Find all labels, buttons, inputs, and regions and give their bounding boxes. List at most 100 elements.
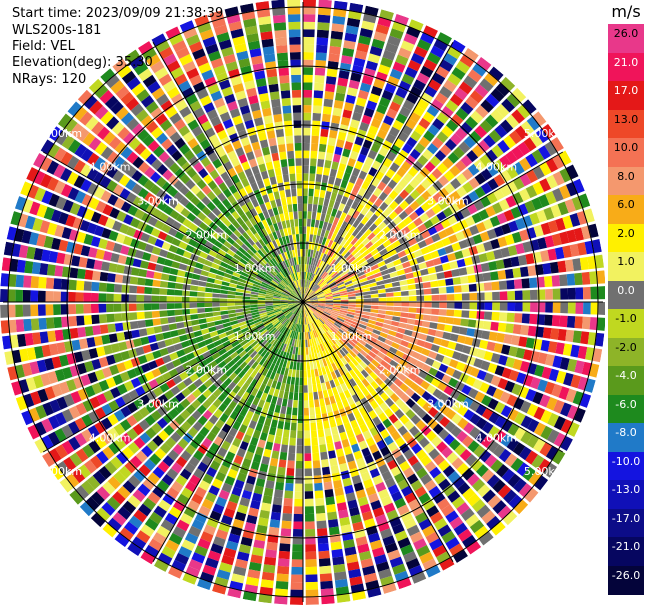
range-gate: [529, 277, 537, 288]
range-gate: [303, 82, 312, 90]
range-gate: [348, 296, 356, 299]
range-gate: [295, 226, 299, 234]
range-gate: [331, 403, 338, 412]
range-gate: [447, 302, 455, 309]
range-gate: [31, 318, 40, 330]
range-gate: [30, 290, 38, 302]
range-gate: [25, 333, 34, 346]
range-gate: [171, 261, 180, 269]
range-gate: [305, 491, 314, 499]
range-gate: [15, 290, 23, 302]
range-gate: [269, 403, 276, 412]
range-gate: [16, 275, 24, 288]
range-gate: [38, 304, 46, 315]
range-gate: [326, 152, 334, 161]
range-gate: [557, 261, 566, 273]
range-gate: [319, 558, 331, 566]
range-gate: [304, 423, 310, 431]
range-gate: [333, 564, 345, 573]
range-gate: [179, 334, 188, 341]
range-gate: [529, 314, 537, 324]
range-gate: [591, 302, 599, 315]
range-gate: [334, 100, 344, 109]
range-gate: [99, 314, 107, 323]
range-gate: [276, 129, 284, 137]
range-gate: [292, 369, 296, 377]
range-gate: [290, 597, 303, 605]
range-gate: [323, 198, 329, 206]
range-gate: [288, 453, 295, 461]
range-gate: [476, 283, 484, 291]
range-gate: [280, 159, 287, 167]
range-gate: [304, 370, 307, 378]
range-gate: [91, 304, 99, 313]
range-gate: [91, 282, 99, 291]
range-gate: [462, 293, 470, 300]
range-gate: [268, 138, 276, 147]
range-gate: [114, 294, 122, 302]
range-gate: [404, 329, 413, 336]
range-gate: [152, 288, 160, 295]
range-gate: [161, 273, 170, 280]
range-gate: [489, 332, 498, 342]
range-gate: [311, 151, 318, 159]
range-gate: [320, 213, 325, 221]
range-gate: [383, 278, 391, 283]
colorbar-tick-label: -1.0: [608, 312, 644, 325]
range-gate: [311, 430, 317, 438]
range-gate: [106, 314, 114, 323]
range-gate: [300, 249, 302, 257]
range-gate: [220, 290, 228, 294]
range-gate: [559, 315, 567, 327]
range-gate: [454, 302, 462, 309]
range-gate: [266, 162, 274, 171]
range-gate: [583, 287, 591, 299]
range-gate: [552, 275, 560, 286]
range-gate: [303, 204, 307, 212]
range-gate: [469, 284, 477, 292]
range-gate: [544, 276, 552, 287]
range-gate: [16, 319, 25, 332]
range-gate: [327, 443, 335, 452]
range-gate: [311, 438, 318, 446]
range-gate: [326, 435, 333, 444]
range-gate: [308, 196, 313, 204]
range-gate: [574, 273, 583, 285]
range-gate: [189, 303, 197, 308]
range-gate: [319, 398, 325, 406]
range-gate: [286, 220, 291, 228]
range-gate: [154, 326, 163, 334]
range-gate: [197, 297, 205, 302]
range-gate: [460, 319, 468, 327]
range-gate: [334, 146, 342, 155]
range-gate: [477, 302, 485, 310]
range-gate: [288, 204, 293, 212]
range-gate: [299, 393, 303, 401]
range-gate: [270, 200, 276, 209]
range-gate: [114, 304, 122, 312]
range-ring-label: 5.00km: [41, 465, 83, 478]
range-gate: [282, 105, 291, 113]
range-gate: [408, 284, 416, 290]
range-gate: [283, 506, 292, 514]
range-gate: [174, 309, 182, 315]
range-gate: [270, 91, 280, 100]
range-gate: [220, 298, 228, 302]
range-gate: [155, 264, 164, 272]
range-gate: [115, 274, 124, 283]
range-gate: [214, 279, 222, 284]
range-gate: [299, 219, 303, 227]
range-gate: [100, 324, 109, 334]
range-gate: [363, 305, 371, 308]
range-gate: [317, 30, 329, 38]
range-gate: [220, 307, 228, 311]
range-gate: [457, 335, 466, 344]
range-gate: [277, 566, 289, 574]
range-gate: [298, 416, 303, 424]
range-gate: [84, 315, 92, 325]
range-gate: [38, 318, 46, 330]
range-gate: [328, 519, 339, 528]
range-gate: [297, 431, 303, 439]
range-gate: [325, 84, 335, 93]
